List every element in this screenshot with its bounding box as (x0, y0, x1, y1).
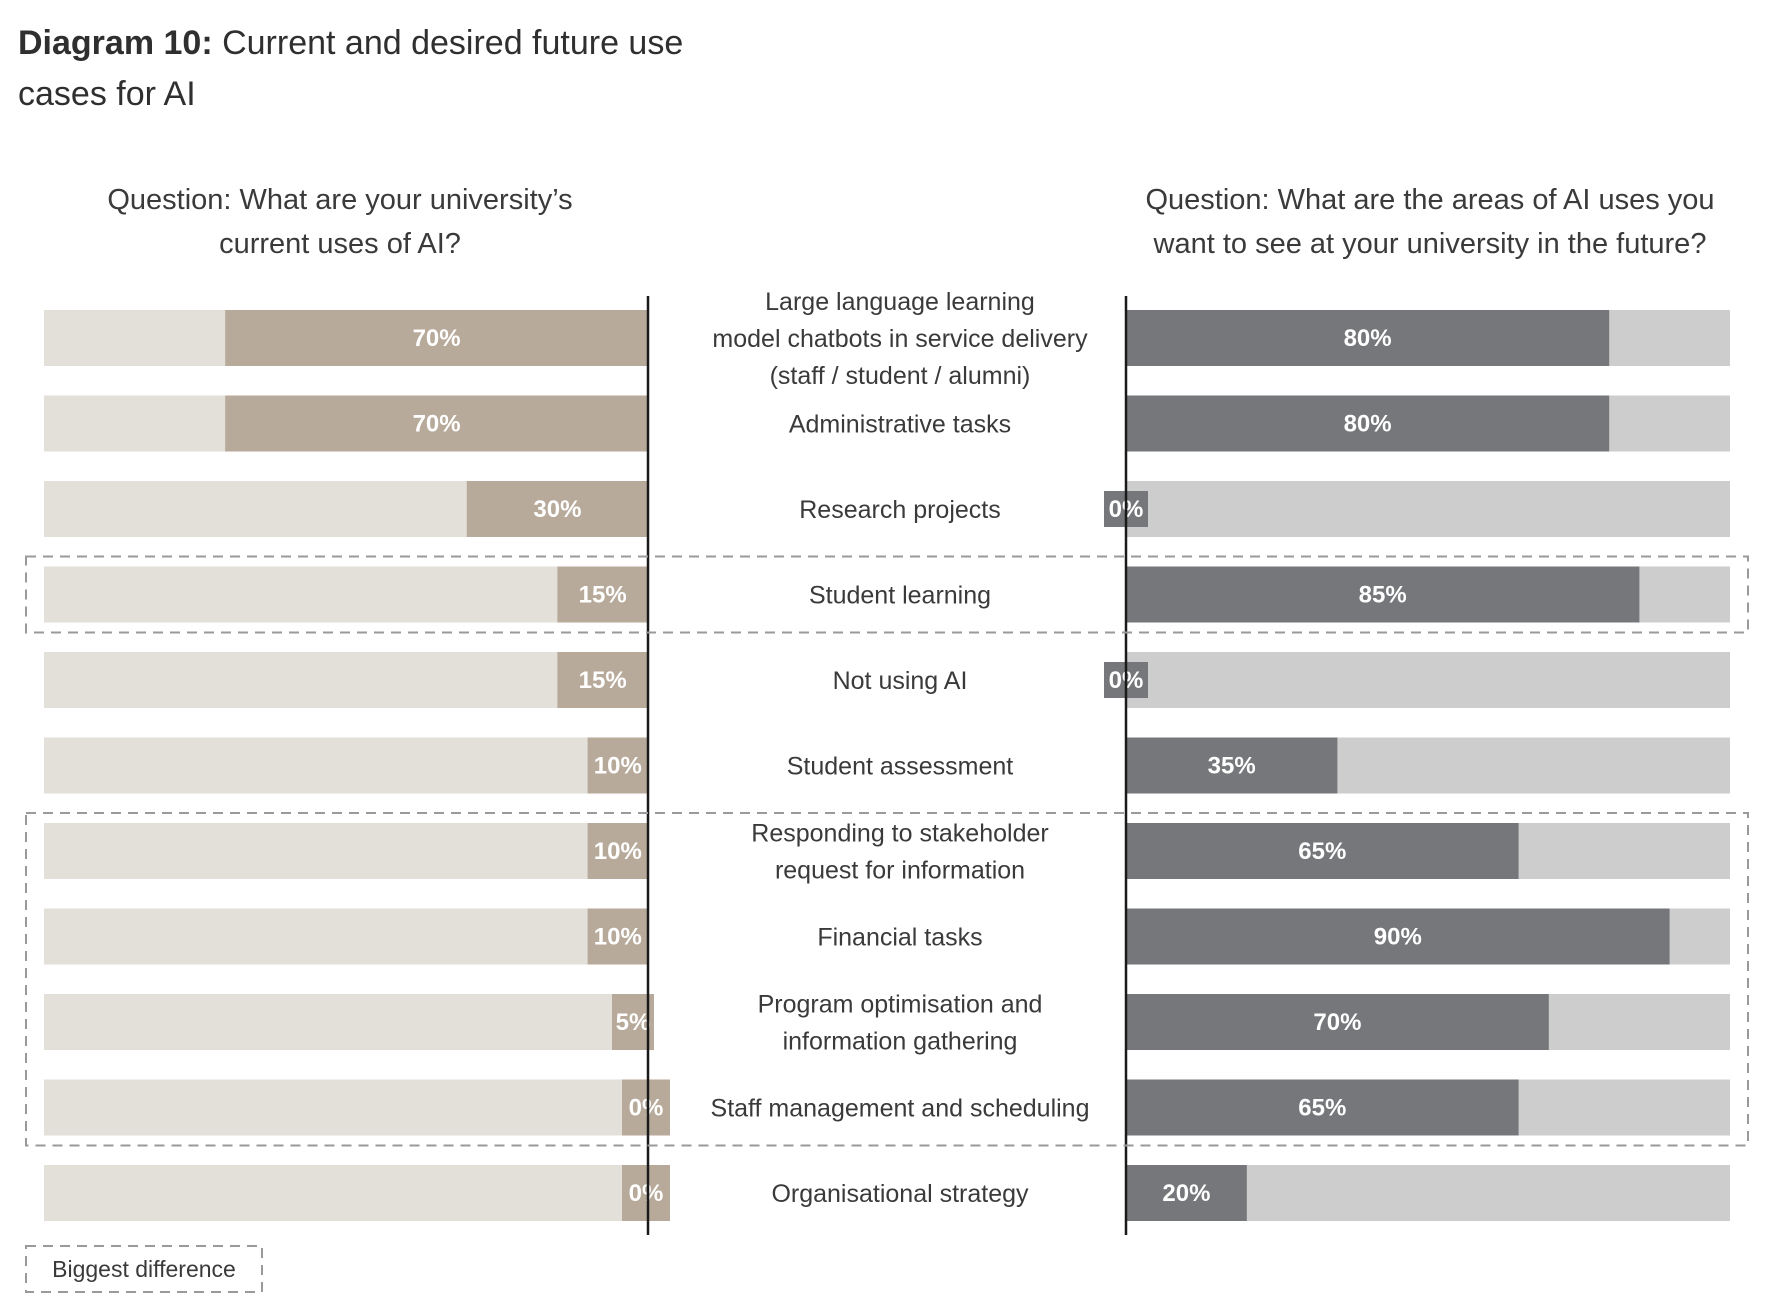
right-value-label: 85% (1359, 582, 1407, 609)
left-bar (557, 566, 648, 623)
left-value-label: 0% (629, 1180, 664, 1207)
right-value-label: 70% (1313, 1009, 1361, 1036)
category-label: Financial tasks (817, 924, 982, 952)
right-bar (1126, 1165, 1247, 1221)
left-value-label: 70% (413, 325, 461, 352)
left-label-tag (622, 1079, 670, 1136)
right-bar (1126, 994, 1549, 1050)
category-label: Research projects (799, 496, 1000, 524)
chart-title: Diagram 10: Current and desired future u… (18, 18, 738, 120)
right-value-label: 90% (1374, 924, 1422, 951)
right-value-label: 35% (1208, 753, 1256, 780)
left-value-label: 30% (533, 496, 581, 523)
left-track (44, 1079, 648, 1136)
category-label: Student assessment (787, 753, 1014, 781)
highlight-box (25, 555, 1749, 634)
left-bar (225, 395, 648, 452)
left-bar (466, 481, 648, 537)
left-value-label: 0% (629, 1095, 664, 1122)
left-value-label: 10% (594, 838, 642, 865)
left-bar (587, 908, 648, 965)
right-value-label: 20% (1162, 1180, 1210, 1207)
category-label: model chatbots in service delivery (712, 325, 1088, 353)
highlight-box (25, 812, 1749, 1147)
category-label: request for information (775, 857, 1025, 885)
right-value-label: 80% (1344, 411, 1392, 438)
right-bar (1126, 1079, 1519, 1136)
left-bar (557, 652, 648, 708)
right-value-label: 65% (1298, 838, 1346, 865)
right-value-label: 80% (1344, 325, 1392, 352)
right-bar (1126, 310, 1610, 366)
left-track (44, 908, 648, 965)
left-value-label: 10% (594, 753, 642, 780)
left-track (44, 652, 648, 708)
right-bar (1126, 908, 1670, 965)
left-question: Question: What are your university’s cur… (107, 184, 573, 260)
category-label: Large language learning (765, 288, 1035, 316)
category-label: Program optimisation and (758, 991, 1043, 1019)
right-bar (1126, 566, 1640, 623)
right-value-label: 65% (1298, 1095, 1346, 1122)
chart-title-text: Current and desired future use cases for… (18, 24, 684, 113)
left-value-label: 5% (616, 1009, 651, 1036)
left-value-label: 70% (413, 411, 461, 438)
left-value-label: 15% (579, 667, 627, 694)
category-label: Administrative tasks (789, 411, 1011, 439)
chart-title-prefix: Diagram 10: (18, 24, 213, 62)
left-bar (587, 737, 648, 794)
left-track (44, 823, 648, 879)
left-label-tag (622, 1165, 670, 1221)
category-label: Organisational strategy (771, 1180, 1029, 1208)
legend-box (25, 1245, 263, 1293)
right-track (1126, 481, 1730, 537)
right-bar (1126, 395, 1610, 452)
right-bar (1126, 737, 1338, 794)
right-bar (1126, 823, 1519, 879)
right-track (1126, 652, 1730, 708)
category-label: Not using AI (833, 667, 968, 695)
category-label: information gathering (783, 1028, 1018, 1056)
category-label: Staff management and scheduling (711, 1095, 1090, 1123)
left-track (44, 994, 648, 1050)
category-label: Student learning (809, 582, 991, 610)
left-value-label: 15% (579, 582, 627, 609)
category-label: Responding to stakeholder (751, 820, 1048, 848)
left-track (44, 566, 648, 623)
legend-label: Biggest difference (52, 1256, 236, 1282)
left-track (44, 1165, 648, 1221)
left-track (44, 737, 648, 794)
right-question: Question: What are the areas of AI uses … (1145, 184, 1715, 260)
left-bar (225, 310, 648, 366)
left-bar (587, 823, 648, 879)
category-label: (staff / student / alumni) (770, 362, 1031, 390)
left-value-label: 10% (594, 924, 642, 951)
